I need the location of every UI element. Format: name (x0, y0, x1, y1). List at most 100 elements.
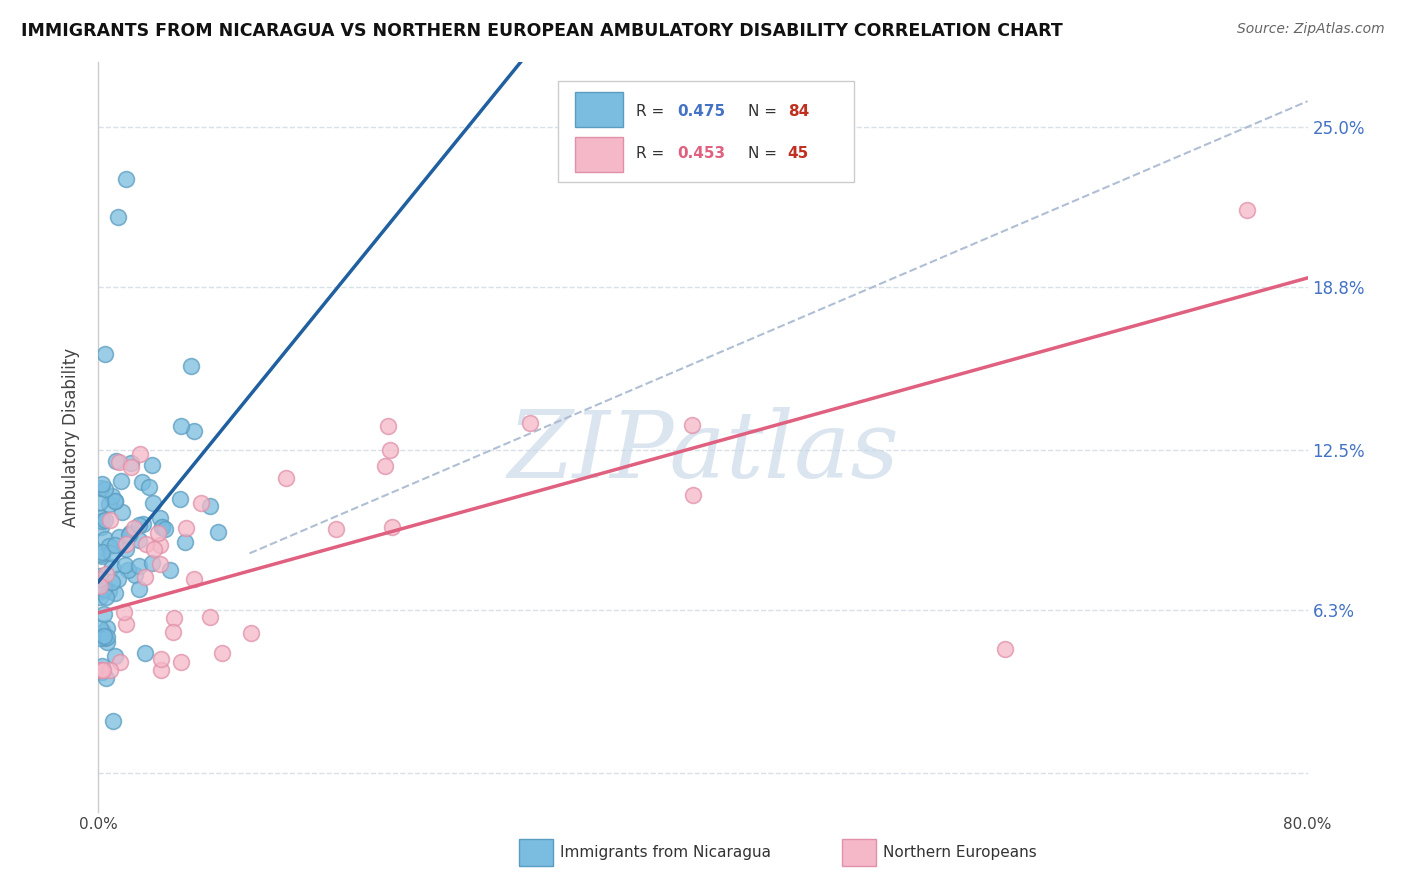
Point (118, 528, 141, 542)
Point (104, 493, 127, 508)
Point (128, 558, 150, 573)
Point (94, 482, 117, 496)
Point (325, 522, 347, 536)
Point (91, 514, 114, 528)
Point (91, 663, 114, 677)
Point (120, 456, 142, 470)
Point (104, 538, 127, 552)
Point (100, 489, 122, 503)
Point (240, 626, 263, 640)
Point (117, 563, 139, 577)
Point (682, 488, 704, 502)
Point (122, 521, 145, 535)
FancyBboxPatch shape (575, 136, 623, 172)
Point (150, 520, 173, 534)
Point (91, 545, 114, 559)
Point (141, 458, 163, 472)
Point (110, 474, 132, 488)
Point (91, 624, 114, 639)
Point (211, 646, 233, 660)
Text: IMMIGRANTS FROM NICARAGUA VS NORTHERN EUROPEAN AMBULATORY DISABILITY CORRELATION: IMMIGRANTS FROM NICARAGUA VS NORTHERN EU… (21, 22, 1063, 40)
Point (89, 583, 111, 598)
Text: Immigrants from Nicaragua: Immigrants from Nicaragua (560, 846, 770, 860)
Point (150, 663, 173, 677)
Point (91, 549, 114, 563)
Point (96, 622, 118, 636)
Text: ZIPatlas: ZIPatlas (508, 407, 898, 497)
Point (112, 605, 135, 619)
Point (108, 455, 131, 469)
Point (132, 516, 155, 531)
Point (155, 522, 177, 536)
FancyBboxPatch shape (519, 839, 553, 866)
Point (94, 672, 117, 686)
Point (93, 629, 115, 643)
Point (198, 610, 221, 624)
Point (98, 584, 121, 599)
Point (150, 520, 173, 534)
FancyBboxPatch shape (575, 92, 623, 127)
Point (98, 663, 121, 677)
Text: R =: R = (637, 103, 669, 119)
Point (115, 617, 138, 632)
Point (142, 496, 165, 510)
Text: 84: 84 (787, 103, 808, 119)
Point (183, 424, 205, 438)
Point (198, 500, 221, 514)
Point (90, 663, 112, 677)
Point (89, 579, 111, 593)
Point (141, 556, 163, 570)
Point (90, 481, 112, 495)
Text: N =: N = (748, 103, 776, 119)
Point (93, 513, 115, 527)
Point (89, 582, 111, 596)
Point (115, 541, 138, 556)
Point (180, 359, 202, 373)
Text: 0.475: 0.475 (678, 103, 725, 119)
Point (101, 714, 124, 729)
Point (190, 496, 212, 510)
Point (90, 510, 112, 524)
Point (107, 572, 129, 586)
Point (98, 513, 121, 527)
Point (110, 655, 132, 669)
Point (146, 525, 169, 540)
Point (104, 586, 127, 600)
Point (170, 655, 193, 669)
Point (173, 534, 195, 549)
Point (169, 491, 191, 506)
Point (93, 346, 115, 360)
Point (128, 517, 150, 532)
Point (169, 418, 191, 433)
Point (89, 495, 111, 509)
Point (207, 525, 229, 540)
Point (89, 591, 111, 605)
Point (143, 541, 166, 556)
Point (94, 566, 117, 581)
Text: Northern Europeans: Northern Europeans (883, 846, 1036, 860)
Point (97, 497, 120, 511)
Point (91, 476, 114, 491)
Point (519, 416, 541, 430)
Point (128, 533, 150, 547)
Text: 0.453: 0.453 (678, 145, 725, 161)
Point (96, 591, 118, 605)
Point (149, 652, 172, 666)
Point (120, 526, 142, 541)
Point (100, 545, 122, 559)
Point (104, 494, 127, 508)
Point (131, 475, 153, 489)
Point (134, 646, 156, 660)
Y-axis label: Ambulatory Disability: Ambulatory Disability (62, 348, 80, 526)
Point (101, 560, 124, 574)
Point (89, 631, 111, 645)
Point (114, 171, 136, 186)
Point (149, 538, 172, 552)
Point (128, 582, 150, 596)
Point (124, 567, 146, 582)
Point (90, 547, 112, 561)
Point (174, 521, 197, 535)
Point (94, 631, 117, 645)
Text: R =: R = (637, 145, 669, 161)
Point (1236, 202, 1258, 217)
